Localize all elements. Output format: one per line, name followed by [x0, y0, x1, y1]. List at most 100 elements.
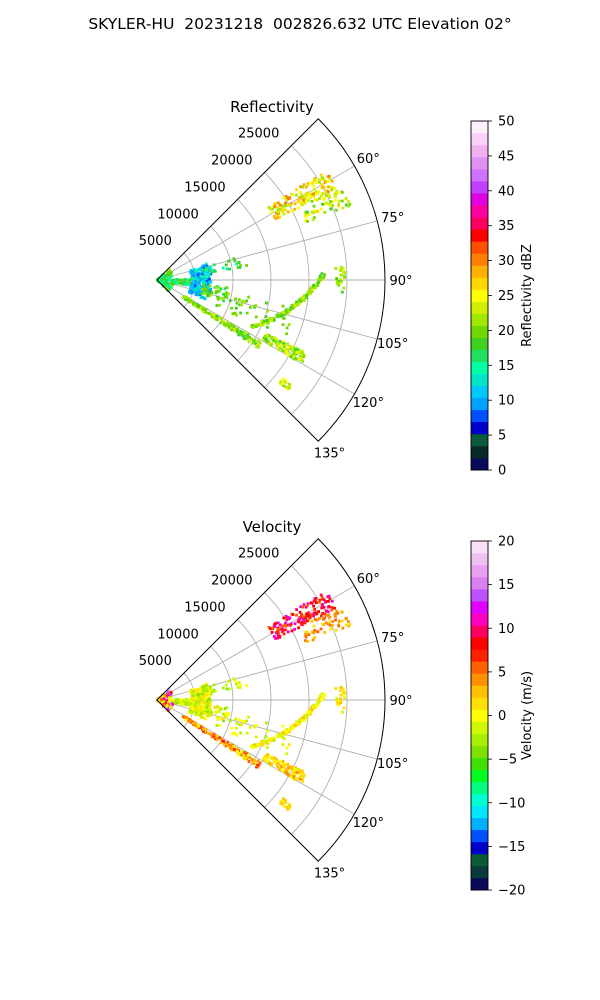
radar-gate — [323, 192, 327, 196]
radar-gate — [315, 198, 319, 202]
radar-gate — [207, 285, 210, 289]
radar-gate — [339, 689, 342, 692]
radar-gate — [293, 202, 297, 206]
radar-gate — [278, 339, 282, 343]
radar-gate — [191, 707, 195, 711]
radar-gate — [266, 333, 269, 336]
radar-gate — [321, 202, 324, 206]
radar-gate — [193, 723, 197, 727]
colorbar-segment — [471, 841, 488, 855]
radar-gate — [201, 701, 205, 705]
radar-gate — [289, 203, 293, 207]
radar-gate — [225, 267, 229, 271]
radar-gate — [293, 627, 296, 631]
colorbar-tick-label: 45 — [498, 149, 515, 164]
radar-gate — [205, 699, 209, 703]
radar-gate — [244, 336, 248, 340]
colorbar-tick-label: 0 — [498, 464, 506, 479]
radar-gate — [239, 311, 242, 315]
radar-gate — [168, 697, 171, 701]
radar-gate — [193, 708, 197, 712]
radar-gate — [273, 318, 276, 322]
radar-gate — [276, 210, 279, 214]
radar-gate — [260, 319, 264, 323]
colorbar-segment — [471, 445, 488, 459]
radar-gate — [317, 698, 320, 702]
radar-gate — [295, 193, 298, 197]
radar-gate — [253, 323, 257, 326]
radar-gate — [257, 343, 261, 347]
radar-gate — [201, 281, 205, 285]
radar-gate — [210, 735, 214, 739]
radar-gate — [284, 624, 288, 628]
radar-gate — [248, 306, 252, 309]
radar-gate — [219, 707, 223, 711]
radar-gate — [209, 692, 213, 696]
radar-gate — [334, 208, 338, 212]
radar-gate — [168, 705, 172, 709]
colorbar-segment — [471, 289, 488, 302]
radar-gate — [205, 279, 209, 283]
radar-gate — [252, 340, 255, 344]
radar-gate — [281, 323, 285, 326]
radar-gate — [184, 697, 188, 701]
radar-gate — [193, 689, 197, 692]
radar-gate — [293, 622, 297, 626]
radar-gate — [297, 626, 300, 630]
radar-gate — [190, 285, 194, 289]
radar-gate — [298, 299, 302, 303]
radar-gate — [285, 350, 288, 354]
radar-gate — [284, 628, 287, 632]
radar-gate — [299, 770, 302, 773]
radar-gate — [237, 681, 241, 684]
radar-gate — [209, 280, 213, 284]
radar-gate — [195, 286, 198, 289]
radar-gate — [321, 597, 325, 601]
radar-gate — [302, 355, 306, 358]
radar-gate — [175, 701, 179, 705]
radar-gate — [325, 194, 328, 197]
radar-gate — [314, 601, 318, 605]
radar-gate — [276, 213, 280, 217]
radar-gate — [339, 686, 343, 689]
radar-gate — [215, 290, 218, 293]
azimuth-tick-label: 90° — [389, 694, 412, 709]
radar-gate — [258, 742, 261, 746]
radar-gate — [321, 183, 324, 186]
radar-gate — [232, 677, 236, 681]
radar-gate — [265, 721, 268, 725]
colorbar-tick-label: 25 — [498, 289, 515, 304]
radar-gate — [288, 386, 291, 390]
radar-gate — [281, 630, 284, 633]
radar-gate — [335, 697, 338, 700]
colorbar-tick-label: 0 — [498, 709, 506, 724]
radar-gate — [207, 705, 210, 709]
radar-gate — [236, 750, 239, 753]
radar-gate — [277, 631, 281, 635]
radar-gate — [164, 705, 168, 709]
radar-gate — [197, 304, 201, 308]
colorbar-tick-label: 30 — [498, 254, 515, 269]
radar-gate — [275, 338, 278, 341]
sector-outline — [156, 118, 386, 442]
radar-gate — [192, 709, 195, 713]
radar-gate — [239, 731, 242, 735]
radar-gate — [272, 759, 275, 762]
radar-gate — [300, 349, 304, 353]
radar-gate — [318, 275, 322, 279]
radar-gate — [317, 280, 320, 284]
radar-gate — [234, 297, 237, 301]
colorbar-segment — [471, 337, 488, 350]
radar-gate — [204, 273, 208, 277]
radar-gate — [192, 274, 196, 277]
colorbar-tick-label: 35 — [498, 219, 515, 234]
radar-gate — [246, 755, 249, 759]
radar-gate — [233, 259, 237, 263]
radar-gate — [312, 184, 315, 188]
radar-gate — [282, 800, 286, 803]
radar-gate — [260, 739, 264, 743]
radar-gate — [224, 683, 228, 687]
radar-gate — [281, 340, 285, 344]
radar-gate — [263, 334, 267, 338]
radar-gate — [312, 703, 315, 707]
